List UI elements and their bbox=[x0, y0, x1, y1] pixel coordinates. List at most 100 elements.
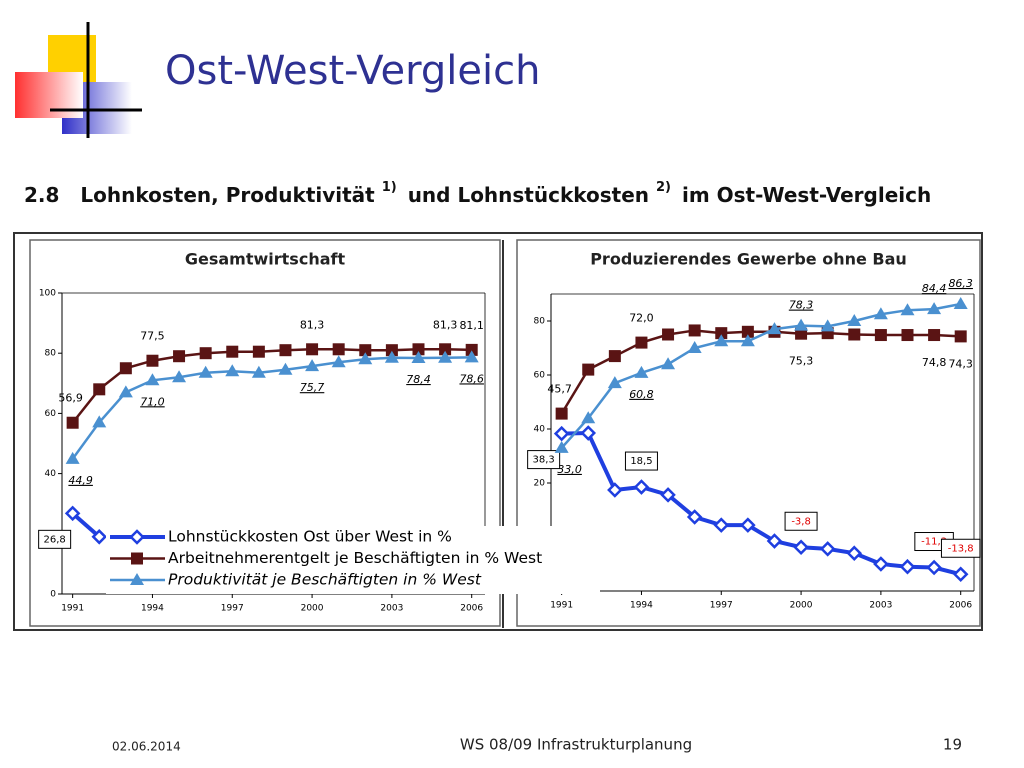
marker bbox=[146, 354, 159, 367]
marker bbox=[740, 334, 755, 347]
page-number: 19 bbox=[943, 736, 962, 754]
marker bbox=[411, 351, 426, 364]
x-tick-label: 1994 bbox=[630, 601, 653, 611]
marker bbox=[131, 552, 143, 565]
heading-text: Lohnkosten, Produktivität bbox=[80, 183, 375, 207]
chart: Produzierendes Gewerbe ohne Bau 20 40 60 80 1… bbox=[527, 250, 981, 611]
data-label: 84,4 bbox=[922, 282, 947, 295]
marker bbox=[173, 350, 186, 363]
marker bbox=[715, 327, 728, 340]
marker bbox=[438, 350, 453, 363]
marker bbox=[225, 364, 240, 377]
marker bbox=[332, 343, 345, 356]
x-tick-label: 1997 bbox=[710, 601, 733, 611]
marker bbox=[662, 328, 675, 341]
marker bbox=[713, 517, 730, 533]
series-line bbox=[560, 302, 961, 449]
marker bbox=[93, 383, 106, 396]
x-tick-label: 1991 bbox=[550, 601, 573, 611]
marker bbox=[554, 440, 569, 453]
marker bbox=[874, 329, 887, 342]
data-label: 78,4 bbox=[406, 373, 431, 386]
marker bbox=[953, 296, 968, 309]
panel-frame bbox=[29, 239, 501, 627]
marker bbox=[91, 529, 108, 545]
heading-note: 2) bbox=[656, 180, 671, 195]
y-tick-label: 80 bbox=[45, 349, 57, 359]
panel-frame bbox=[516, 239, 981, 627]
series-line bbox=[561, 431, 962, 577]
data-label: 81,3 bbox=[300, 318, 325, 331]
marker bbox=[119, 362, 132, 375]
data-label: 44,9 bbox=[68, 474, 93, 487]
data-label: -3,8 bbox=[791, 516, 811, 527]
label-box bbox=[940, 538, 981, 558]
data-label: 74,8 bbox=[922, 356, 947, 369]
marker bbox=[464, 350, 479, 363]
marker bbox=[873, 307, 888, 320]
figure-heading: 2.8 Lohnkosten, Produktivität 1) und Loh… bbox=[24, 174, 931, 207]
marker bbox=[899, 558, 916, 575]
series-line bbox=[560, 329, 961, 415]
marker bbox=[820, 319, 835, 332]
legend: Lohnstückkosten Ost über West in % Arbeit… bbox=[106, 526, 600, 594]
marker bbox=[172, 370, 187, 383]
label-box bbox=[624, 451, 658, 471]
marker bbox=[65, 451, 80, 464]
x-tick-label: 2003 bbox=[380, 604, 403, 614]
chart-title: Produzierendes Gewerbe ohne Bau bbox=[590, 250, 907, 269]
data-label: 60,8 bbox=[629, 388, 654, 401]
marker bbox=[687, 341, 702, 353]
data-label: 18,5 bbox=[630, 456, 652, 467]
marker bbox=[793, 539, 809, 556]
x-tick-label: 1994 bbox=[141, 604, 164, 614]
marker bbox=[278, 362, 293, 375]
marker bbox=[607, 376, 622, 389]
slide-date: 02.06.2014 bbox=[112, 740, 181, 754]
marker bbox=[385, 344, 398, 357]
y-tick-label: 60 bbox=[45, 409, 57, 419]
x-tick-label: 2006 bbox=[460, 604, 483, 614]
marker bbox=[305, 359, 320, 372]
data-label: 78,3 bbox=[789, 299, 814, 312]
y-tick-label: 60 bbox=[534, 371, 546, 381]
legend-label: Produktivität je Beschäftigten in % West bbox=[168, 571, 482, 589]
series-line bbox=[71, 356, 472, 460]
marker bbox=[740, 517, 756, 533]
marker bbox=[928, 329, 941, 342]
y-tick-label: 100 bbox=[39, 289, 56, 299]
x-tick-label: 1997 bbox=[221, 604, 244, 614]
series-line bbox=[71, 511, 101, 539]
data-label: 77,5 bbox=[140, 330, 165, 343]
y-tick-label: 40 bbox=[534, 425, 546, 435]
heading-text: und Lohnstückkosten bbox=[408, 183, 649, 207]
legend-box bbox=[106, 526, 600, 594]
marker bbox=[634, 365, 649, 378]
marker bbox=[766, 533, 783, 549]
data-label: 81,1 bbox=[459, 319, 484, 332]
marker bbox=[900, 303, 915, 316]
data-label: 86,3 bbox=[948, 277, 973, 290]
data-label: 33,0 bbox=[557, 463, 582, 476]
marker bbox=[927, 302, 942, 315]
marker bbox=[607, 482, 623, 498]
label-box bbox=[527, 450, 561, 470]
data-label: -11,3 bbox=[921, 537, 947, 548]
charts: Gesamtwirtschaft 0 20 40 60 80 100 1991 1994 1997… bbox=[38, 250, 981, 614]
marker bbox=[661, 357, 676, 370]
data-label: 78,6 bbox=[459, 372, 484, 385]
marker bbox=[901, 329, 914, 342]
marker bbox=[688, 324, 701, 337]
marker bbox=[660, 487, 676, 503]
data-label: 26,8 bbox=[44, 534, 66, 545]
marker bbox=[873, 556, 889, 572]
data-label: 38,3 bbox=[533, 455, 555, 466]
label-box bbox=[38, 529, 72, 549]
y-tick-label: 80 bbox=[534, 317, 546, 327]
marker bbox=[794, 318, 809, 331]
x-tick-label: 2000 bbox=[301, 604, 324, 614]
marker bbox=[741, 325, 754, 338]
marker bbox=[358, 352, 373, 365]
data-label: -13,8 bbox=[948, 543, 974, 554]
